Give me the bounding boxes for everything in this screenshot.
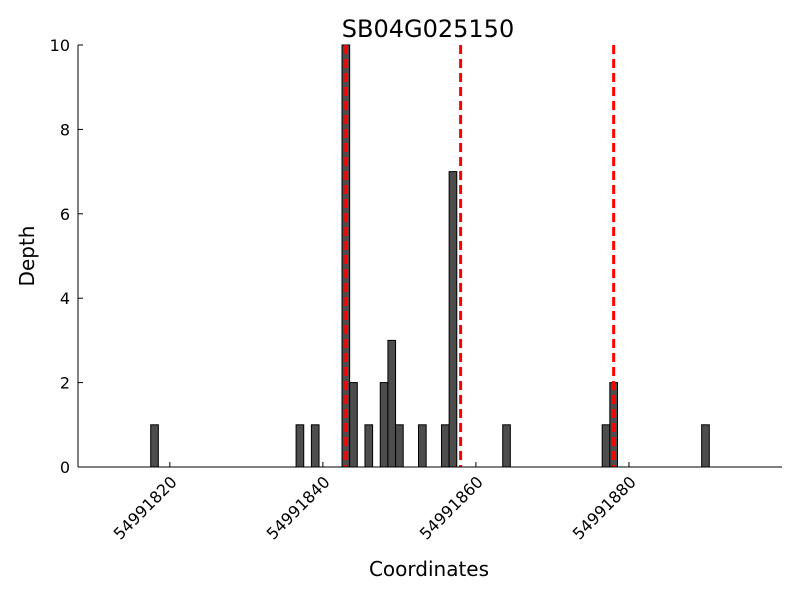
y-axis-ticks: 0 2 4 6 8 10 xyxy=(50,36,83,477)
bar xyxy=(395,424,404,468)
y-tick-label: 4 xyxy=(60,289,70,308)
x-axis-ticks: 54991820 54991840 54991860 54991880 xyxy=(110,462,640,543)
bar xyxy=(418,424,427,468)
bar xyxy=(364,424,374,468)
x-axis-label: Coordinates xyxy=(369,557,489,581)
bar xyxy=(310,424,320,468)
x-tick-label: 54991840 xyxy=(263,472,334,543)
bar xyxy=(440,424,450,468)
axes xyxy=(77,45,782,468)
bar xyxy=(150,424,159,468)
bar xyxy=(295,424,305,468)
y-tick-label: 2 xyxy=(60,374,70,393)
x-tick-label: 54991820 xyxy=(110,472,181,543)
y-tick-label: 10 xyxy=(50,36,70,55)
x-tick-label: 54991860 xyxy=(416,472,487,543)
reference-lines xyxy=(344,45,616,467)
y-tick-label: 6 xyxy=(60,205,70,224)
bar-series xyxy=(150,44,710,468)
bar xyxy=(448,171,458,468)
bar xyxy=(379,382,389,468)
y-tick-label: 0 xyxy=(60,458,70,477)
bar xyxy=(502,424,511,468)
x-tick-label: 54991880 xyxy=(569,472,640,543)
bar xyxy=(349,382,358,468)
y-axis-label: Depth xyxy=(15,226,39,287)
chart-title: SB04G025150 xyxy=(342,15,514,43)
bar xyxy=(601,424,611,468)
y-tick-label: 8 xyxy=(60,120,70,139)
bar xyxy=(387,339,397,468)
bar xyxy=(701,424,710,468)
